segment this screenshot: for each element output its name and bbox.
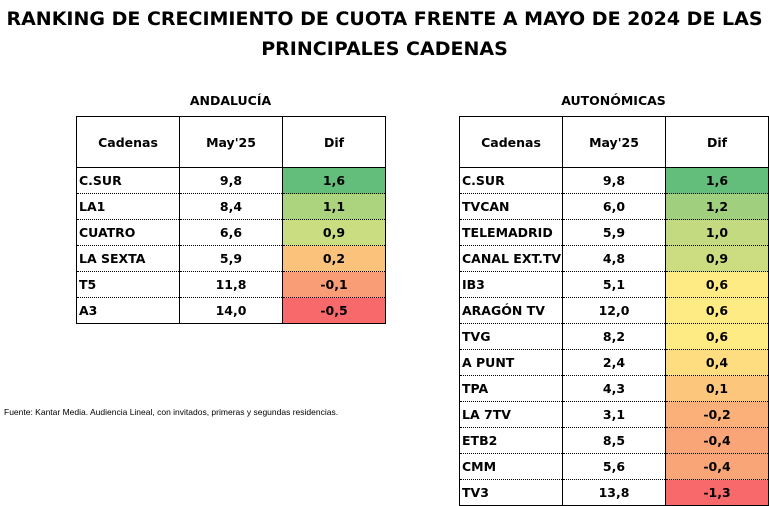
dif-value: 1,6 <box>665 167 769 194</box>
share-value: 11,8 <box>179 271 283 298</box>
channel-name: A3 <box>76 297 180 324</box>
column-header: Cadenas <box>459 116 563 168</box>
header-row: Cadenas May'25 Dif <box>76 116 386 168</box>
table-row: LA1 8,4 1,1 <box>76 193 386 220</box>
channel-name: TVCAN <box>459 193 563 220</box>
share-value: 6,6 <box>179 219 283 246</box>
channel-name: CANAL EXT.TV <box>459 245 563 272</box>
share-value: 4,8 <box>562 245 666 272</box>
dif-value: -0,5 <box>282 297 386 324</box>
channel-name: TPA <box>459 375 563 402</box>
channel-name: TV3 <box>459 479 563 506</box>
channel-name: IB3 <box>459 271 563 298</box>
column-header: May'25 <box>562 116 666 168</box>
share-value: 3,1 <box>562 401 666 428</box>
share-value: 5,6 <box>562 453 666 480</box>
channel-name: TVG <box>459 323 563 350</box>
column-header: May'25 <box>179 116 283 168</box>
share-value: 12,0 <box>562 297 666 324</box>
table-row: CMM 5,6 -0,4 <box>459 453 769 480</box>
share-value: 8,5 <box>562 427 666 454</box>
dif-value: 0,2 <box>282 245 386 272</box>
dif-value: -0,2 <box>665 401 769 428</box>
channel-name: CMM <box>459 453 563 480</box>
dif-value: 0,6 <box>665 271 769 298</box>
channel-name: T5 <box>76 271 180 298</box>
table-row: LA 7TV 3,1 -0,2 <box>459 401 769 428</box>
table-row: IB3 5,1 0,6 <box>459 271 769 298</box>
autonomicas-label: AUTONÓMICAS <box>561 93 666 108</box>
dif-value: 0,9 <box>282 219 386 246</box>
dif-value: 0,4 <box>665 349 769 376</box>
share-value: 6,0 <box>562 193 666 220</box>
table-row: A PUNT 2,4 0,4 <box>459 349 769 376</box>
channel-name: A PUNT <box>459 349 563 376</box>
share-value: 2,4 <box>562 349 666 376</box>
andalucia-label: ANDALUCÍA <box>189 93 272 108</box>
channel-name: C.SUR <box>459 167 563 194</box>
dif-value: 0,6 <box>665 323 769 350</box>
dif-value: -0,4 <box>665 427 769 454</box>
share-value: 5,9 <box>562 219 666 246</box>
dif-value: 0,1 <box>665 375 769 402</box>
dif-value: -0,1 <box>282 271 386 298</box>
autonomicas-table: Cadenas May'25 Dif C.SUR 9,8 1,6 TVCAN 6,0 1,2 TE… <box>459 116 769 506</box>
share-value: 5,1 <box>562 271 666 298</box>
table-row: CANAL EXT.TV 4,8 0,9 <box>459 245 769 272</box>
column-header: Dif <box>665 116 769 168</box>
table-row: T5 11,8 -0,1 <box>76 271 386 298</box>
table-row: ETB2 8,5 -0,4 <box>459 427 769 454</box>
table-row: A3 14,0 -0,5 <box>76 297 386 324</box>
channel-name: ARAGÓN TV <box>459 297 563 324</box>
share-value: 4,3 <box>562 375 666 402</box>
share-value: 8,4 <box>179 193 283 220</box>
table-row: TVCAN 6,0 1,2 <box>459 193 769 220</box>
channel-name: C.SUR <box>76 167 180 194</box>
channel-name: LA 7TV <box>459 401 563 428</box>
footnote: Fuente: Kantar Media. Audiencia Lineal, … <box>4 407 339 417</box>
page-title: RANKING DE CRECIMIENTO DE CUOTA FRENTE A… <box>0 4 769 64</box>
dif-value: 1,6 <box>282 167 386 194</box>
dif-value: -1,3 <box>665 479 769 506</box>
table-row: C.SUR 9,8 1,6 <box>459 167 769 194</box>
column-header: Cadenas <box>76 116 180 168</box>
channel-name: LA SEXTA <box>76 245 180 272</box>
table-row: TVG 8,2 0,6 <box>459 323 769 350</box>
dif-value: 1,1 <box>282 193 386 220</box>
title-line-2: PRINCIPALES CADENAS <box>261 38 508 60</box>
channel-name: ETB2 <box>459 427 563 454</box>
table-row: TELEMADRID 5,9 1,0 <box>459 219 769 246</box>
dif-value: 1,2 <box>665 193 769 220</box>
share-value: 8,2 <box>562 323 666 350</box>
dif-value: 0,9 <box>665 245 769 272</box>
andalucia-table: Cadenas May'25 Dif C.SUR 9,8 1,6 LA1 8,4 1,1 CUAT… <box>76 116 386 324</box>
table-row: TPA 4,3 0,1 <box>459 375 769 402</box>
channel-name: LA1 <box>76 193 180 220</box>
title-line-1: RANKING DE CRECIMIENTO DE CUOTA FRENTE A… <box>6 8 763 30</box>
table-row: CUATRO 6,6 0,9 <box>76 219 386 246</box>
header-row: Cadenas May'25 Dif <box>459 116 769 168</box>
dif-value: -0,4 <box>665 453 769 480</box>
dif-value: 1,0 <box>665 219 769 246</box>
share-value: 14,0 <box>179 297 283 324</box>
share-value: 13,8 <box>562 479 666 506</box>
share-value: 5,9 <box>179 245 283 272</box>
column-header: Dif <box>282 116 386 168</box>
table-row: TV3 13,8 -1,3 <box>459 479 769 506</box>
table-row: LA SEXTA 5,9 0,2 <box>76 245 386 272</box>
channel-name: TELEMADRID <box>459 219 563 246</box>
table-row: ARAGÓN TV 12,0 0,6 <box>459 297 769 324</box>
dif-value: 0,6 <box>665 297 769 324</box>
share-value: 9,8 <box>562 167 666 194</box>
table-row: C.SUR 9,8 1,6 <box>76 167 386 194</box>
share-value: 9,8 <box>179 167 283 194</box>
channel-name: CUATRO <box>76 219 180 246</box>
